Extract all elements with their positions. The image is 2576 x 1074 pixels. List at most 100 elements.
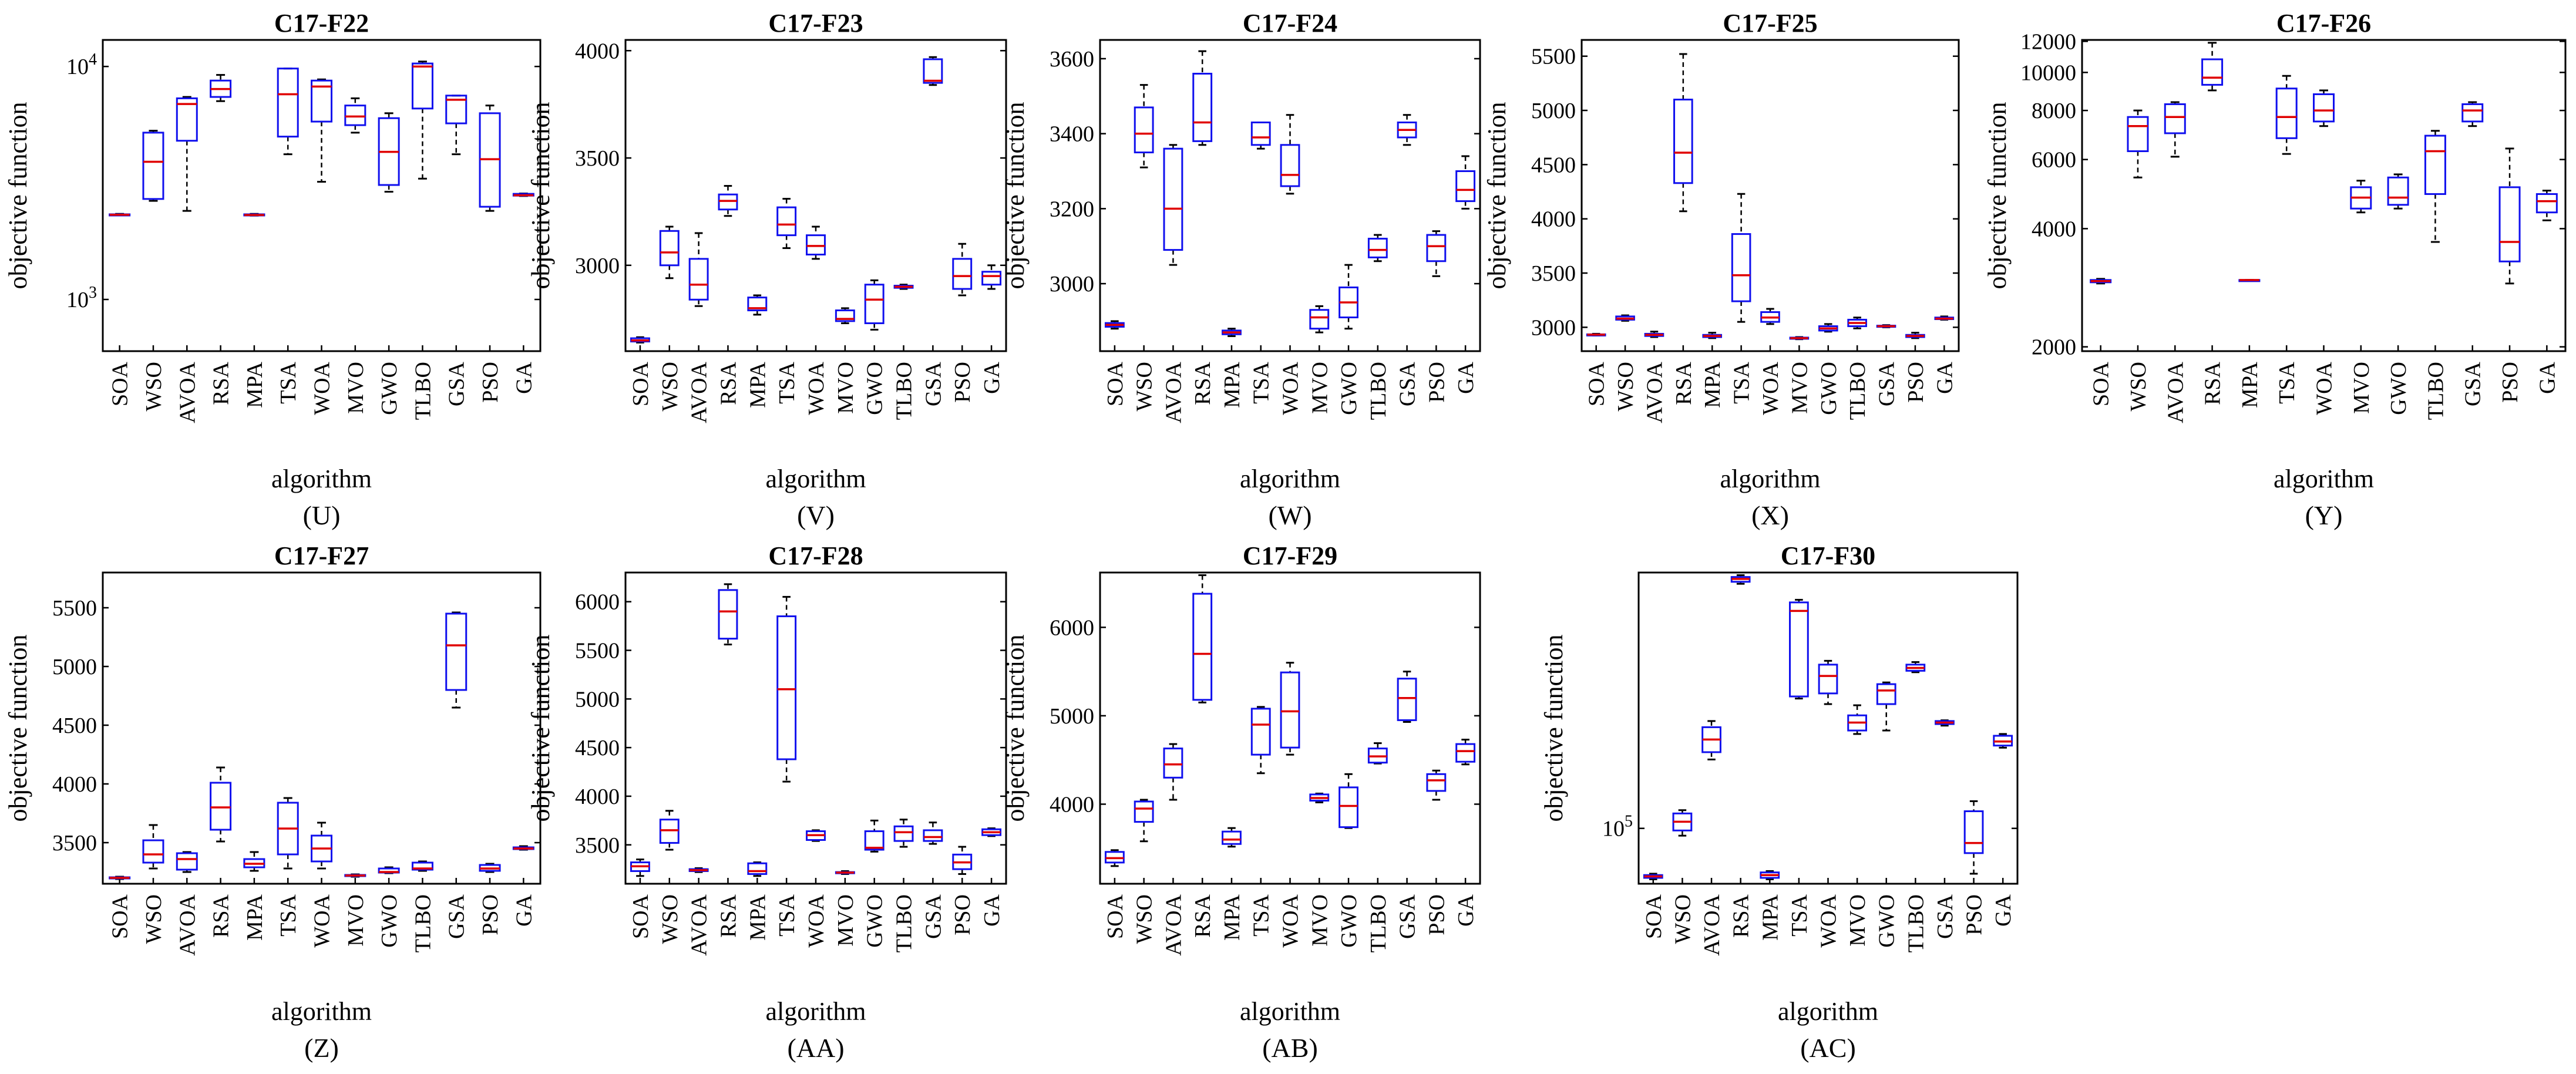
x-tick-label: GSA bbox=[445, 361, 469, 406]
x-tick-label: AVOA bbox=[1642, 361, 1667, 423]
y-axis-label: objective function bbox=[1482, 102, 1511, 289]
iqr-box bbox=[1192, 72, 1213, 142]
box-pso bbox=[1963, 800, 1984, 875]
x-tick-label: RSA bbox=[209, 361, 234, 405]
x-tick-label: WOA bbox=[310, 894, 335, 947]
box-pso bbox=[952, 243, 973, 297]
box-gwo bbox=[864, 819, 885, 853]
axes-frame bbox=[1099, 571, 1481, 885]
panel-label: (AB) bbox=[1262, 1033, 1318, 1063]
x-tick-label: TLBO bbox=[892, 362, 917, 420]
box-soa bbox=[2090, 278, 2112, 285]
x-tick-label: TSA bbox=[276, 361, 301, 403]
box-ga bbox=[1455, 739, 1476, 766]
x-tick-label: MPA bbox=[1220, 894, 1245, 940]
box-woa bbox=[1280, 114, 1300, 195]
iqr-box bbox=[1673, 99, 1693, 184]
panel-label: (V) bbox=[797, 500, 835, 530]
box-soa bbox=[1104, 849, 1125, 867]
iqr-box bbox=[688, 258, 709, 301]
box-ga bbox=[981, 264, 1002, 290]
box-wso bbox=[1134, 84, 1154, 169]
box-avoa bbox=[688, 232, 709, 307]
box-gsa bbox=[1397, 671, 1417, 723]
box-rsa bbox=[1730, 574, 1751, 585]
box-mvo bbox=[2350, 180, 2372, 214]
iqr-box bbox=[1250, 121, 1271, 146]
x-tick-label: GA bbox=[1991, 894, 2016, 926]
x-tick-label: RSA bbox=[1191, 361, 1215, 405]
x-tick-label: SOA bbox=[1103, 894, 1128, 939]
x-tick-label: PSO bbox=[1424, 894, 1449, 935]
y-tick-label: 4500 bbox=[52, 713, 97, 738]
box-wso bbox=[142, 130, 164, 202]
box-mpa bbox=[2238, 279, 2261, 282]
iqr-box bbox=[176, 852, 198, 871]
y-tick-label: 104 bbox=[66, 50, 97, 79]
box-wso bbox=[1672, 809, 1693, 837]
panel-c17-f30: C17-F30 105 objective function SOA WSO AVOA RS… bbox=[1539, 541, 2019, 1063]
box-tlbo bbox=[411, 60, 433, 180]
box-gwo bbox=[2387, 173, 2409, 210]
x-tick-label: PSO bbox=[1962, 894, 1987, 935]
x-tick-label: MVO bbox=[1307, 894, 1332, 947]
x-tick-label: WOA bbox=[310, 361, 335, 415]
x-tick-label: MPA bbox=[243, 894, 267, 940]
x-axis-label: algorithm bbox=[2274, 464, 2374, 493]
box-woa bbox=[2313, 89, 2335, 127]
iqr-box bbox=[923, 58, 943, 84]
x-tick-label: GWO bbox=[863, 894, 887, 948]
y-tick-label: 3500 bbox=[575, 146, 620, 171]
iqr-box bbox=[2535, 193, 2558, 214]
iqr-box bbox=[1134, 800, 1154, 823]
box-wso bbox=[142, 824, 164, 870]
x-tick-label: WOA bbox=[1279, 361, 1303, 415]
x-tick-label: PSO bbox=[478, 362, 503, 403]
axes-frame bbox=[1099, 39, 1481, 352]
iqr-box bbox=[176, 97, 198, 142]
box-mvo bbox=[1847, 704, 1867, 735]
y-tick-label: 4500 bbox=[575, 736, 620, 760]
x-tick-label: GSA bbox=[1395, 361, 1420, 406]
panel-title: C17-F25 bbox=[1723, 9, 1817, 38]
x-tick-label: SOA bbox=[1642, 894, 1666, 939]
x-tick-label: SOA bbox=[108, 894, 133, 939]
iqr-box bbox=[311, 79, 332, 123]
x-tick-label: SOA bbox=[2089, 361, 2114, 406]
box-soa bbox=[109, 876, 131, 880]
x-tick-label: GSA bbox=[921, 894, 946, 939]
y-axis-label: objective function bbox=[526, 635, 555, 822]
iqr-box bbox=[411, 861, 433, 871]
iqr-box bbox=[776, 206, 797, 237]
x-tick-label: TLBO bbox=[411, 894, 435, 952]
x-tick-label: RSA bbox=[1729, 894, 1754, 937]
box-gwo bbox=[1818, 323, 1838, 333]
axes-frame bbox=[1637, 571, 2019, 885]
x-axis-label: algorithm bbox=[1240, 997, 1340, 1026]
y-tick-label: 6000 bbox=[1050, 615, 1094, 640]
iqr-box bbox=[445, 612, 468, 691]
x-tick-label: WSO bbox=[2126, 362, 2151, 411]
panel-label: (U) bbox=[303, 500, 341, 530]
box-gwo bbox=[864, 279, 885, 331]
panel-c17-f28: C17-F28 3500 4000 4500 5000 5500 6000 objective… bbox=[526, 541, 1007, 1063]
iqr-box bbox=[1731, 233, 1751, 302]
iqr-box bbox=[1367, 237, 1388, 258]
x-tick-label: GA bbox=[512, 361, 536, 393]
x-tick-label: PSO bbox=[950, 894, 975, 935]
box-gwo bbox=[1876, 681, 1896, 732]
x-tick-label: AVOA bbox=[175, 361, 200, 423]
box-gsa bbox=[1876, 324, 1896, 328]
box-tlbo bbox=[2424, 130, 2446, 243]
x-tick-label: TLBO bbox=[1904, 894, 1928, 952]
box-pso bbox=[1905, 332, 1925, 339]
x-tick-label: SOA bbox=[1103, 361, 1128, 406]
box-tlbo bbox=[893, 284, 914, 290]
x-tick-label: SOA bbox=[1585, 361, 1609, 406]
y-tick-label: 6000 bbox=[2032, 148, 2076, 173]
box-rsa bbox=[1192, 574, 1213, 703]
y-tick-label: 5000 bbox=[52, 655, 97, 679]
axes-frame bbox=[1580, 39, 1960, 352]
box-woa bbox=[806, 829, 826, 842]
x-tick-label: GWO bbox=[1337, 362, 1361, 415]
